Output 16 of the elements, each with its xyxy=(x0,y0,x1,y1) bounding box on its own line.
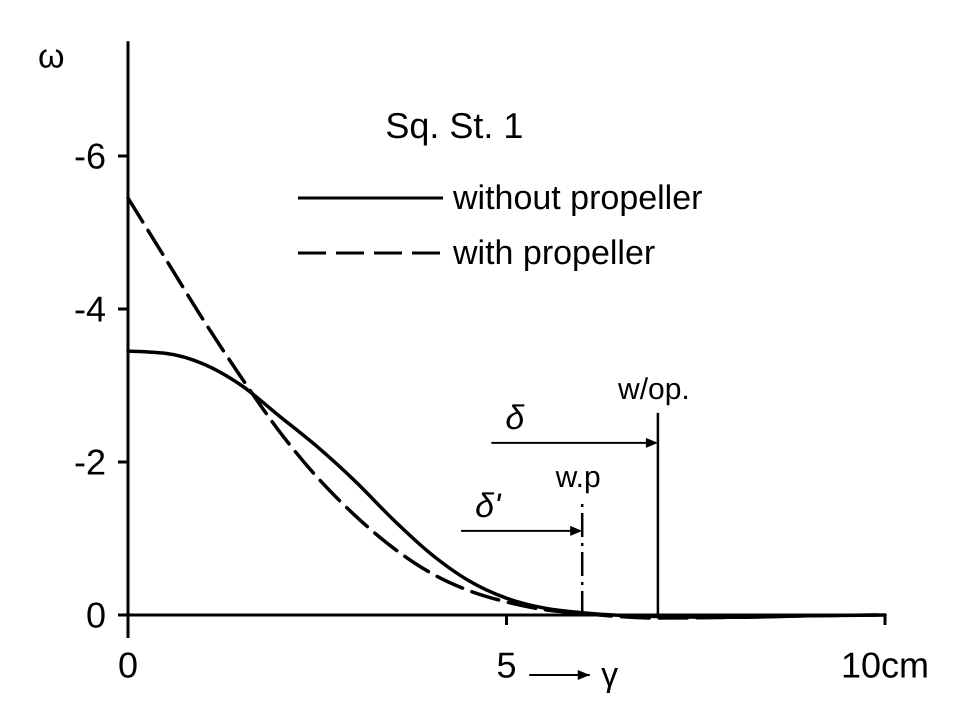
text: Sq. St. 1 xyxy=(385,104,524,146)
x-tick-label: 0 xyxy=(118,644,138,686)
x-tick-label: 5 xyxy=(496,644,517,686)
x-tick-label: 10cm xyxy=(840,644,930,686)
y-tick-label: -2 xyxy=(74,442,106,482)
legend-label: without propeller xyxy=(452,179,702,217)
legend-label: with propeller xyxy=(452,234,656,272)
y-tick-label: 0 xyxy=(86,594,106,636)
ref-line-label: w/op. xyxy=(617,372,690,406)
annotation: δ' xyxy=(475,486,502,525)
y-tick-label: -6 xyxy=(74,136,106,176)
x-axis-title: γ xyxy=(601,656,618,694)
y-tick-label: -4 xyxy=(74,288,106,330)
ref-line-label: w.p xyxy=(554,460,601,494)
annotation: δ xyxy=(505,398,526,437)
y-axis-title: ω xyxy=(38,38,65,76)
